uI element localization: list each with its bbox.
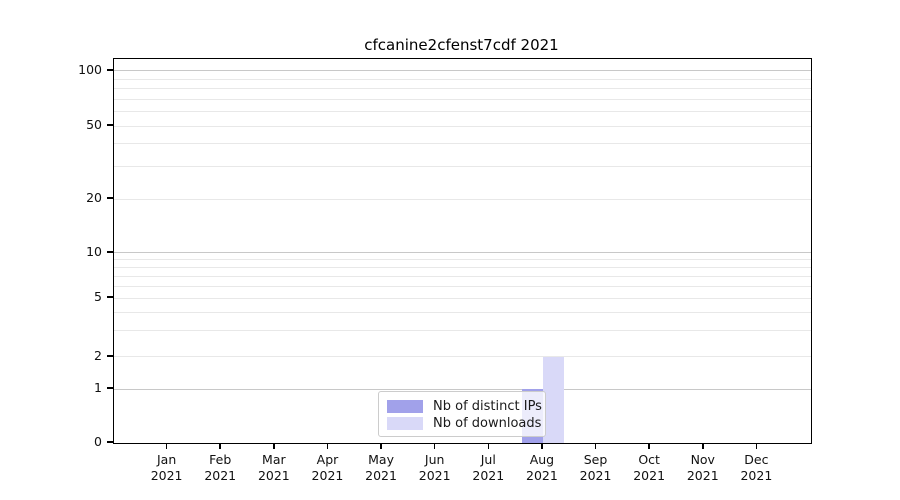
x-tick-label: Jan 2021 [150,452,183,483]
y-tick-label: 5 [94,289,102,304]
x-tick-mark [755,443,758,449]
y-tick-mark [107,355,113,357]
gridline [114,111,811,113]
gridline [114,88,811,90]
x-tick-mark [487,443,490,449]
legend-label: Nb of downloads [433,415,542,431]
x-tick-label: Jul 2021 [472,452,505,483]
gridline [114,297,811,299]
legend-item: Nb of downloads [387,415,541,431]
x-tick-mark [165,443,168,449]
x-tick-label: Oct 2021 [633,452,666,483]
gridline [114,356,811,358]
gridline [114,70,811,72]
x-tick-label: Dec 2021 [740,452,773,483]
x-tick-mark [541,443,543,449]
y-tick-label: 1 [94,380,102,395]
x-tick-label: Apr 2021 [311,452,344,483]
gridline [114,311,811,313]
bar-aug-2021-nb-of-downloads [542,356,564,443]
gridline [114,388,811,390]
y-tick-label: 10 [86,243,102,259]
y-tick-label: 100 [78,61,102,77]
y-tick-label: 0 [94,434,102,449]
gridline [114,125,811,127]
gridline [114,252,811,254]
x-tick-label: Nov 2021 [686,452,719,483]
x-tick-mark [380,443,382,449]
y-tick-label: 50 [86,117,102,132]
x-tick-label: Aug 2021 [526,452,558,483]
legend-swatch-nb-of-distinct-ips [387,399,423,413]
y-tick-mark [107,69,113,71]
gridline [114,166,811,168]
x-tick-mark [594,443,597,449]
gridline [114,275,811,277]
y-tick-label: 20 [86,190,102,205]
x-tick-mark [648,443,650,449]
gridline [114,285,811,287]
y-tick-label: 2 [94,347,102,363]
legend-item: Nb of distinct IPs [387,398,542,414]
gridline [114,259,811,261]
x-tick-mark [273,443,275,449]
x-tick-mark [219,443,221,449]
x-tick-label: Jun 2021 [418,452,451,483]
y-tick-mark [107,197,113,199]
plot-area [113,58,812,444]
x-tick-label: Feb 2021 [204,452,237,483]
gridline [114,198,811,200]
gridline [114,78,811,80]
legend-swatch-nb-of-downloads [387,416,423,430]
y-tick-mark [107,296,113,298]
gridline [114,266,811,268]
legend-label: Nb of distinct IPs [433,398,542,414]
y-tick-mark [107,441,113,443]
legend: Nb of distinct IPs Nb of downloads [378,391,546,437]
x-tick-label: May 2021 [365,452,397,483]
x-tick-label: Sep 2021 [579,452,612,483]
y-tick-mark [107,387,113,389]
x-tick-mark [433,443,436,449]
y-tick-mark [107,251,113,253]
x-tick-mark [702,443,704,449]
chart-title: cfcanine2cfenst7cdf 2021 [364,36,559,54]
gridline [114,98,811,100]
x-tick-mark [326,443,329,449]
gridline [114,330,811,332]
y-tick-mark [107,124,113,126]
gridline [114,143,811,145]
x-tick-label: Mar 2021 [257,452,290,483]
